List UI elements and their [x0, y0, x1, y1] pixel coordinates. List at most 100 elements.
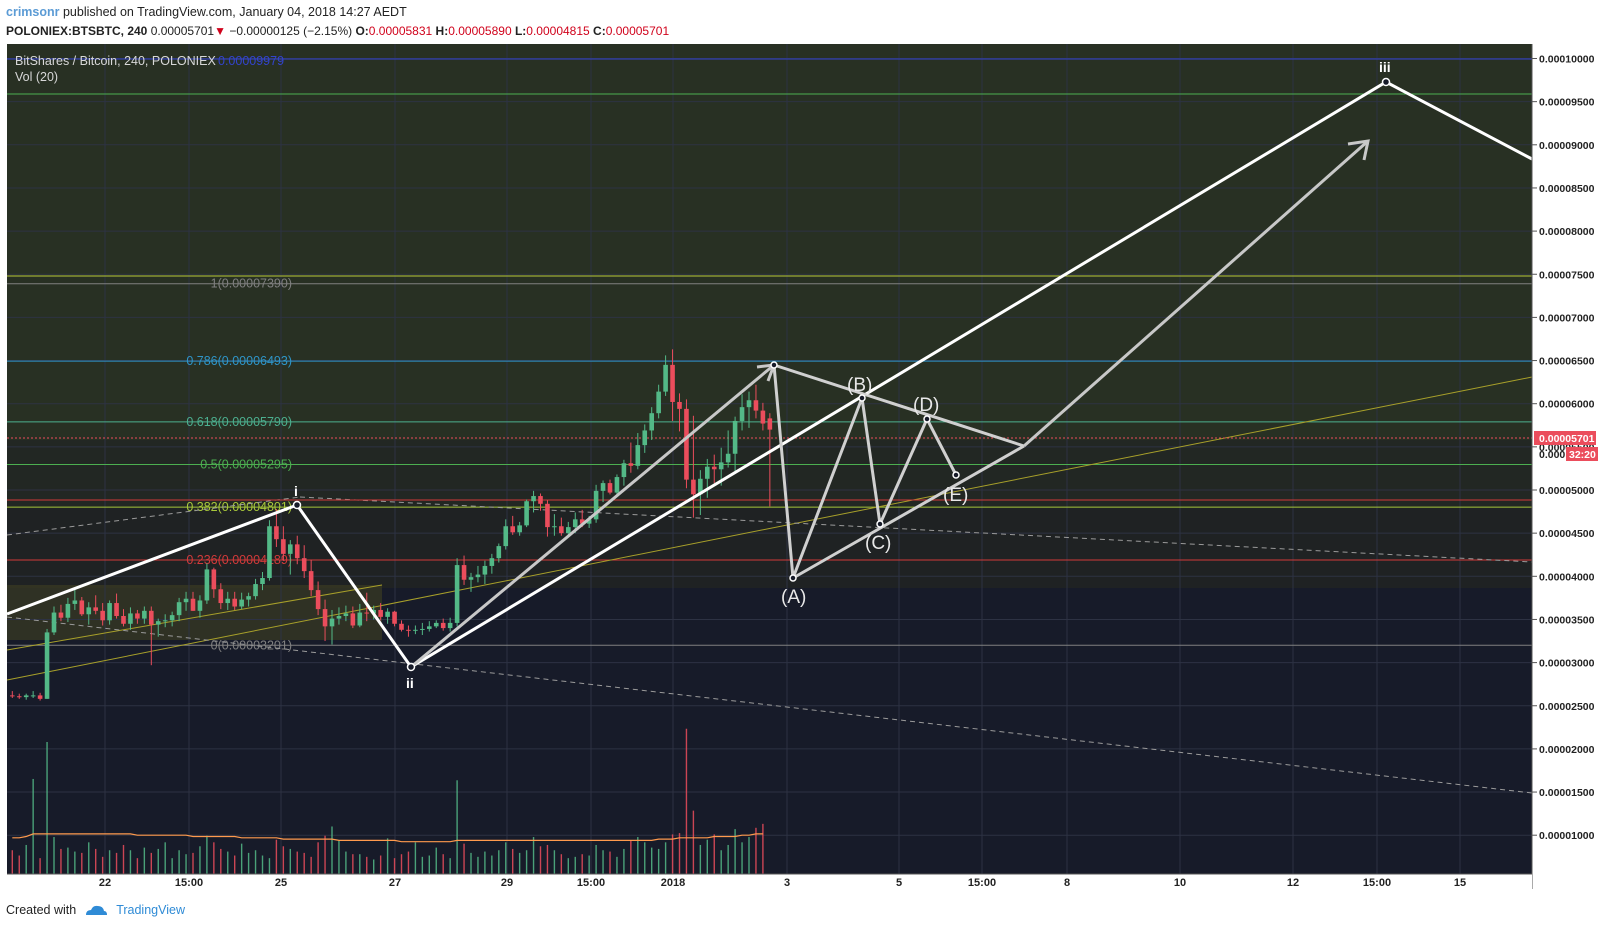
wave-point-top[interactable]: [770, 361, 778, 369]
candle-body: [447, 622, 453, 629]
time-tick-label: 2018: [661, 877, 685, 889]
candle-body: [399, 623, 404, 630]
legend-volume[interactable]: Vol (20): [15, 70, 58, 84]
candle-body: [121, 615, 126, 624]
wave-point-i[interactable]: [292, 500, 302, 510]
candle-body: [190, 598, 196, 611]
time-tick-label: 3: [784, 877, 790, 889]
price-tick-label: 0.00003000: [1539, 658, 1595, 670]
candle-body: [420, 628, 425, 630]
tradingview-cloud-icon: [84, 904, 108, 916]
candle-body: [621, 463, 627, 478]
footer: Created with TradingView: [6, 903, 185, 917]
candle-body: [308, 571, 314, 591]
candle-body: [364, 612, 370, 614]
candle-body: [114, 603, 119, 616]
time-tick-label: 22: [99, 877, 111, 889]
candle-body: [753, 400, 759, 411]
candle-body: [413, 629, 418, 631]
legend-title[interactable]: BitShares / Bitcoin, 240, POLONIEX: [15, 54, 216, 68]
candle-body: [260, 578, 265, 585]
price-tick-label: 0.00003500: [1539, 614, 1595, 626]
candle-body: [496, 546, 502, 559]
candle-body: [698, 478, 703, 495]
candle-body: [294, 544, 300, 559]
candle-body: [225, 598, 231, 604]
candle-body: [656, 391, 661, 414]
time-tick-label: 15:00: [968, 877, 996, 889]
candle-body: [183, 598, 189, 603]
candle-body: [350, 613, 356, 626]
wave-point-A[interactable]: [789, 574, 797, 582]
high-label: H:: [435, 24, 449, 38]
wave-point-D[interactable]: [923, 415, 931, 423]
candle-body: [267, 526, 272, 579]
candle-body: [663, 364, 668, 392]
candle-body: [315, 590, 321, 610]
time-tick-label: 27: [389, 877, 401, 889]
candle-body: [531, 496, 536, 502]
low-value: 0.00004815: [526, 24, 590, 38]
open-value: 0.00005831: [368, 24, 433, 38]
candle-body: [65, 603, 71, 618]
price-axis[interactable]: [1532, 44, 1610, 889]
triangle-abcde: [772, 364, 958, 579]
candle-body: [642, 430, 648, 446]
candle-body: [566, 527, 571, 534]
candle-body: [461, 565, 467, 580]
open-label: O:: [355, 24, 369, 38]
candle-body: [149, 610, 154, 625]
time-axis[interactable]: [7, 874, 1532, 891]
candle-body: [440, 622, 446, 629]
projection-arrow-1: [410, 363, 775, 669]
price-tick-label: 0.00002000: [1539, 744, 1595, 756]
candle-body: [725, 453, 731, 463]
dashed-line-long: [299, 496, 1533, 563]
tradingview-link[interactable]: TradingView: [116, 903, 185, 917]
candle-body: [142, 610, 147, 619]
wave-label-i: i: [294, 483, 298, 499]
high-value: 0.00005890: [448, 24, 512, 38]
created-with-label: Created with: [6, 903, 77, 917]
time-tick-label: 15:00: [577, 877, 605, 889]
candle-body: [44, 632, 50, 699]
candle-body: [274, 526, 279, 540]
candle-body: [197, 600, 203, 611]
candle-body: [246, 596, 251, 600]
price-tick-label: 0.00008000: [1539, 226, 1595, 238]
wave-label-E: (E): [943, 485, 968, 506]
partial-tick-label: 0.000: [1539, 449, 1565, 461]
fib-zone-lower: [7, 506, 1532, 588]
candle-body: [128, 613, 133, 624]
candle-body: [288, 544, 293, 554]
candle-body: [628, 463, 634, 466]
wave-point-E[interactable]: [952, 471, 960, 479]
volume-ma-line: [12, 833, 763, 843]
candle-body: [538, 496, 543, 504]
candle-body: [301, 558, 307, 572]
candle-body: [72, 600, 78, 604]
wave-point-ii[interactable]: [406, 662, 416, 672]
publish-line: crimsonr published on TradingView.com, J…: [6, 3, 1596, 22]
candle-body: [454, 565, 460, 623]
fib-level-label: 0.236(0.00004189): [186, 553, 292, 567]
wave-point-iii[interactable]: [1381, 77, 1391, 87]
time-tick-label: 8: [1064, 877, 1070, 889]
wave-label-B: (B): [847, 375, 872, 396]
price-tick-label: 0.00004500: [1539, 528, 1595, 540]
candle-body: [711, 466, 717, 470]
price-tick-label: 0.00001500: [1539, 787, 1595, 799]
last-price-badge-text: 0.00005701: [1539, 433, 1595, 445]
author-link[interactable]: crimsonr: [6, 5, 60, 19]
wave-label-iii: iii: [1379, 59, 1391, 75]
quote-line: POLONIEX:BTSBTC, 240 0.00005701▼ −0.0000…: [6, 22, 1596, 41]
wave-point-C[interactable]: [876, 520, 884, 528]
candle-body: [336, 615, 342, 619]
price-tick-label: 0.00004000: [1539, 571, 1595, 583]
time-tick-label: 29: [501, 877, 513, 889]
price-tick-label: 0.00007000: [1539, 312, 1595, 324]
legend-title-value: 0.00009979: [218, 54, 284, 68]
wave-point-B[interactable]: [858, 394, 866, 402]
low-label: L:: [514, 24, 527, 38]
